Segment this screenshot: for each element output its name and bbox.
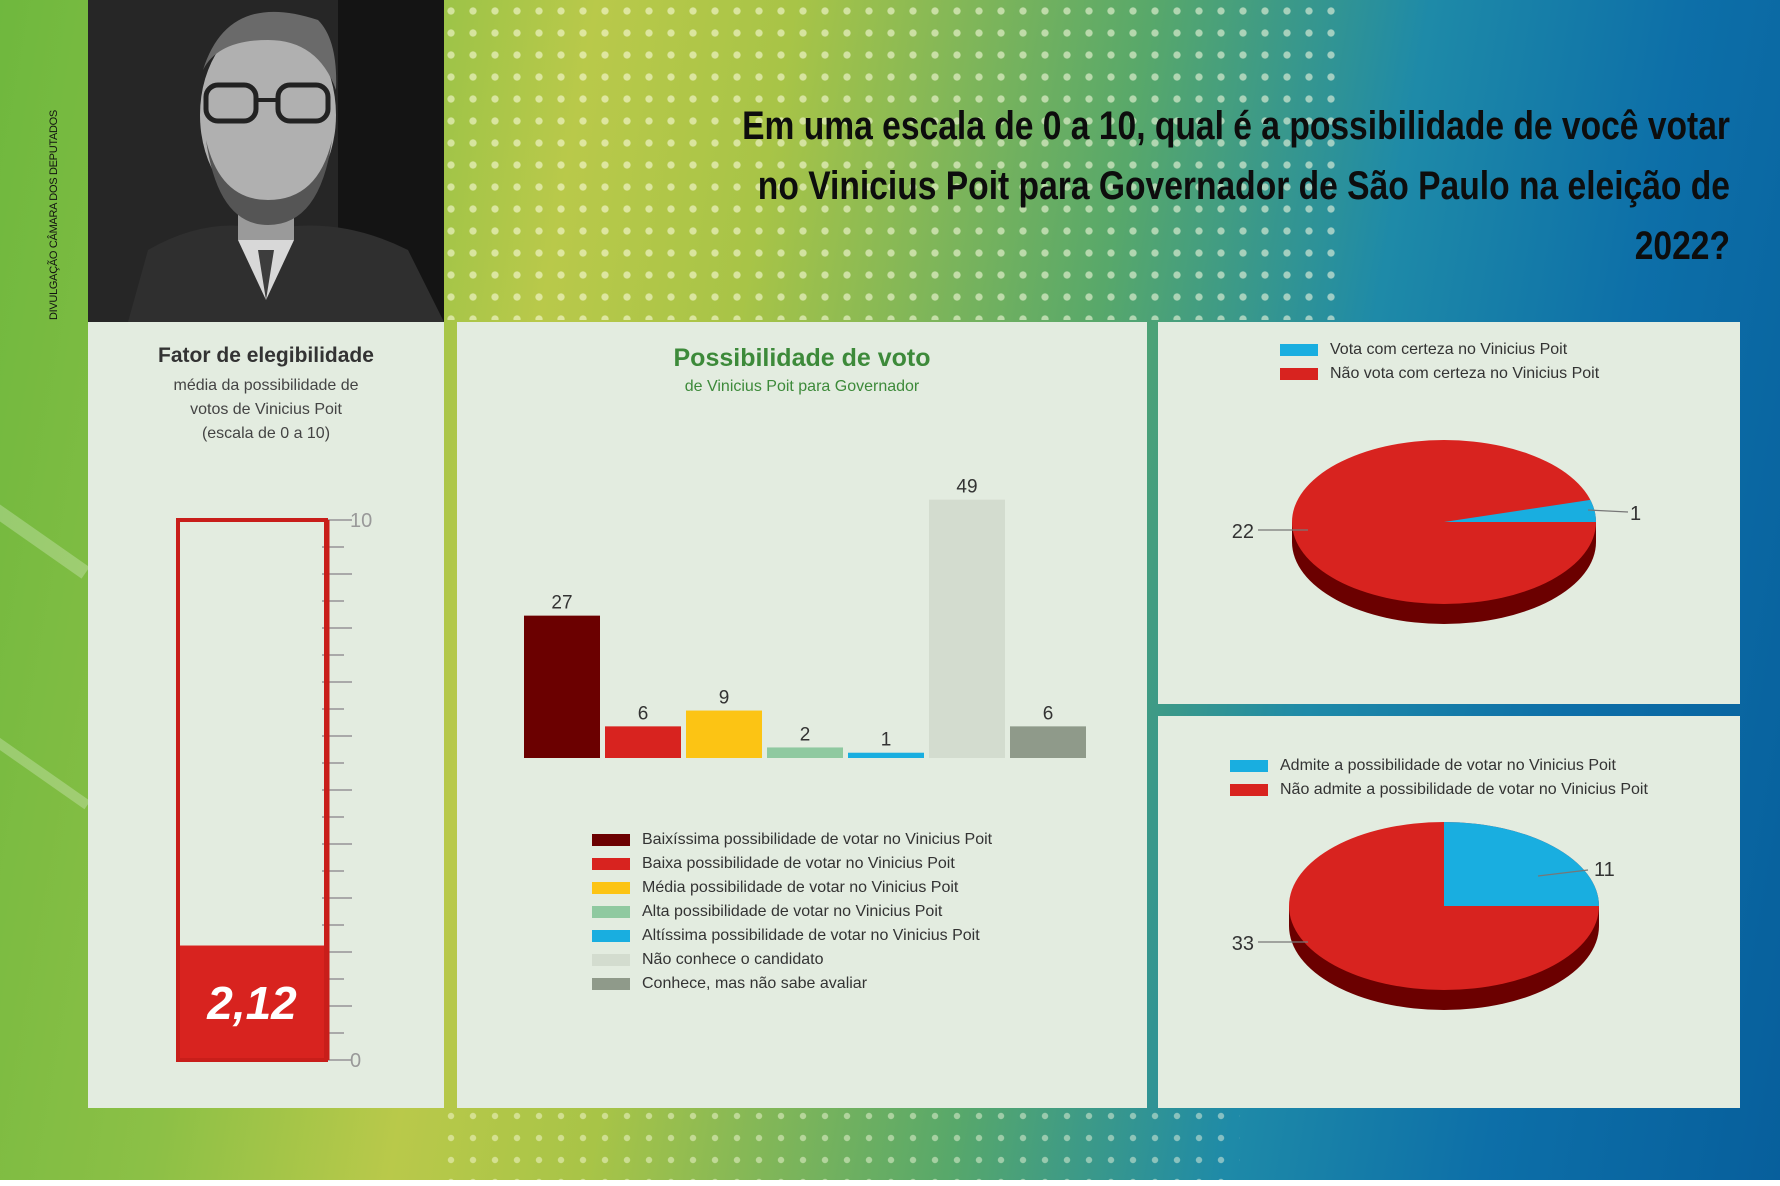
- legend-swatch: [592, 954, 630, 966]
- legend-item: Conhece, mas não sabe avaliar: [592, 972, 992, 996]
- legend-label: Alta possibilidade de votar no Vinicius …: [642, 903, 943, 920]
- bar-value-label: 9: [719, 688, 730, 709]
- legend-item: Altíssima possibilidade de votar no Vini…: [592, 924, 992, 948]
- pie-slice: [1444, 499, 1596, 522]
- gauge-frame: [176, 518, 328, 1062]
- legend-swatch: [592, 882, 630, 894]
- bar-value-label: 27: [551, 593, 572, 614]
- certain-vote-panel: Vota com certeza no Vinicius Poit Não vot…: [1158, 322, 1740, 704]
- bar-chart-legend: Baixíssima possibilidade de votar no Vin…: [592, 828, 992, 996]
- legend-swatch: [1230, 760, 1268, 772]
- legend-label: Não conhece o candidato: [642, 951, 824, 968]
- bar: [767, 747, 843, 758]
- legend-swatch: [592, 978, 630, 990]
- dot-pattern-bottom: [440, 1105, 1240, 1180]
- gauge-value-label: 2,12: [206, 977, 297, 1029]
- bar: [1010, 726, 1086, 758]
- pie-leader-line: [1537, 869, 1589, 877]
- legend-item: Vota com certeza no Vinicius Poit: [1280, 338, 1599, 362]
- pie-slice: [1444, 822, 1599, 906]
- legend-item: Admite a possibilidade de votar no Vinic…: [1230, 754, 1648, 778]
- pie-value-label: 22: [1232, 521, 1254, 543]
- pie-value-label: 1: [1630, 503, 1641, 525]
- gauge-tick-label-min: 0: [350, 1050, 361, 1072]
- legend-item: Baixíssima possibilidade de votar no Vin…: [592, 828, 992, 852]
- pie-value-label: 33: [1232, 933, 1254, 955]
- photo-credit: DIVULGAÇÃO CÂMARA DOS DEPUTADOS: [48, 110, 60, 320]
- pie-leader-line: [1587, 509, 1629, 513]
- legend-swatch: [592, 906, 630, 918]
- bar: [605, 726, 681, 758]
- pie2-legend: Admite a possibilidade de votar no Vinic…: [1230, 754, 1648, 802]
- eligibility-panel: Fator de elegibilidade média da possibil…: [88, 322, 444, 1108]
- decorative-shine: [0, 475, 90, 579]
- bar-chart-subtitle: de Vinicius Poit para Governador: [684, 378, 920, 395]
- bar: [686, 710, 762, 758]
- question-line-2: no Vinicius Poit para Governador de São …: [757, 164, 1730, 268]
- legend-label: Média possibilidade de votar no Vinicius…: [642, 879, 959, 896]
- pie-value-label: 11: [1594, 859, 1615, 881]
- legend-label: Baixa possibilidade de votar no Vinicius…: [642, 855, 955, 872]
- legend-label: Baixíssima possibilidade de votar no Vin…: [642, 831, 993, 848]
- legend-item: Alta possibilidade de votar no Vinicius …: [592, 900, 992, 924]
- legend-swatch: [1280, 368, 1318, 380]
- vote-possibility-panel: Possibilidade de voto de Vinicius Poit p…: [457, 322, 1147, 1108]
- page-title: Em uma escala de 0 a 10, qual é a possib…: [739, 96, 1730, 276]
- bar: [524, 615, 600, 758]
- gauge-subtitle: média da possibilidade de votos de Vinic…: [88, 374, 444, 446]
- legend-swatch: [592, 834, 630, 846]
- legend-label: Altíssima possibilidade de votar no Vini…: [642, 927, 980, 944]
- legend-label: Conhece, mas não sabe avaliar: [642, 975, 868, 992]
- admit-vote-panel: Admite a possibilidade de votar no Vinic…: [1158, 716, 1740, 1108]
- legend-label: Vota com certeza no Vinicius Poit: [1330, 341, 1568, 358]
- legend-swatch: [592, 858, 630, 870]
- bar-value-label: 6: [1043, 703, 1054, 724]
- legend-swatch: [1230, 784, 1268, 796]
- legend-item: Média possibilidade de votar no Vinicius…: [592, 876, 992, 900]
- legend-item: Não conhece o candidato: [592, 948, 992, 972]
- legend-swatch: [592, 930, 630, 942]
- dot-pattern-top: [440, 0, 1340, 320]
- bar-value-label: 49: [956, 477, 977, 498]
- gauge-subtitle-line: votos de Vinicius Poit: [190, 401, 342, 418]
- legend-label: Não admite a possibilidade de votar no V…: [1280, 781, 1648, 798]
- gauge-subtitle-line: média da possibilidade de: [173, 377, 359, 394]
- legend-item: Baixa possibilidade de votar no Vinicius…: [592, 852, 992, 876]
- gauge-title: Fator de elegibilidade: [158, 344, 374, 367]
- question-line-1: Em uma escala de 0 a 10, qual é a possib…: [742, 104, 1730, 148]
- legend-label: Não vota com certeza no Vinicius Poit: [1330, 365, 1600, 382]
- bar-value-label: 6: [638, 703, 649, 724]
- bar-chart: 27 6 9 2 1 49 6: [524, 477, 1086, 758]
- decorative-shine: [0, 720, 91, 810]
- candidate-photo: [88, 0, 444, 322]
- bar-chart-title: Possibilidade de voto: [673, 344, 931, 372]
- legend-item: Não admite a possibilidade de votar no V…: [1230, 778, 1648, 802]
- gauge-tick-label-max: 10: [350, 510, 372, 532]
- bar: [929, 499, 1005, 758]
- gauge-subtitle-line: (escala de 0 a 10): [201, 425, 331, 442]
- gauge-chart: 2,12 10 0: [176, 510, 372, 1072]
- legend-swatch: [1280, 344, 1318, 356]
- bar: [848, 752, 924, 758]
- portrait-illustration: [88, 0, 444, 322]
- pie-chart-certain-vote: 1 22: [1232, 440, 1641, 624]
- bottom-strip: [0, 1180, 1780, 1186]
- bar-value-label: 1: [881, 730, 892, 751]
- legend-label: Admite a possibilidade de votar no Vinic…: [1280, 757, 1616, 774]
- bar-value-label: 2: [800, 724, 811, 745]
- gauge-fill: [178, 945, 326, 1060]
- pie1-legend: Vota com certeza no Vinicius Poit Não vot…: [1280, 338, 1599, 386]
- legend-item: Não vota com certeza no Vinicius Poit: [1280, 362, 1599, 386]
- pie-chart-admit-vote: 11 33: [1232, 822, 1615, 1010]
